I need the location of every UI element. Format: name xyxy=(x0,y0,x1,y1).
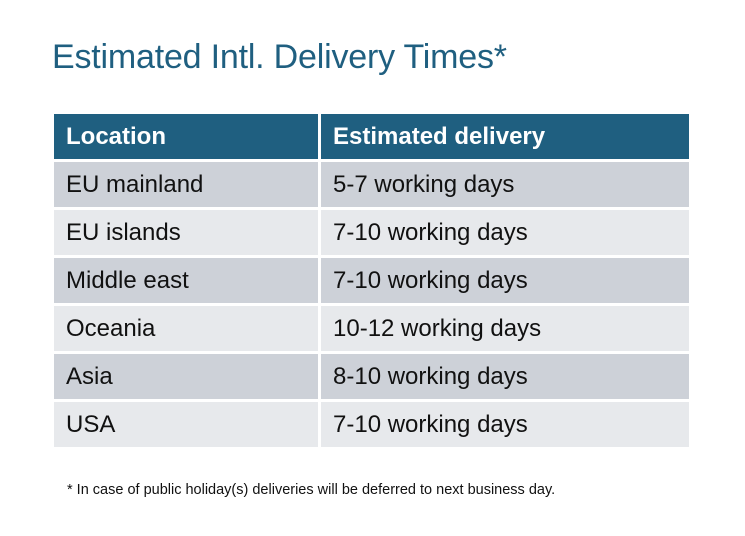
table-header-row: Location Estimated delivery xyxy=(54,114,689,159)
delivery-cell: 7-10 working days xyxy=(321,402,689,447)
table-row: EU islands 7-10 working days xyxy=(54,210,689,255)
delivery-cell: 5-7 working days xyxy=(321,162,689,207)
location-cell: Middle east xyxy=(54,258,318,303)
header-estimated-delivery: Estimated delivery xyxy=(321,114,689,159)
location-cell: USA xyxy=(54,402,318,447)
location-cell: EU islands xyxy=(54,210,318,255)
location-cell: Asia xyxy=(54,354,318,399)
table-row: Middle east 7-10 working days xyxy=(54,258,689,303)
page-title: Estimated Intl. Delivery Times* xyxy=(52,38,507,76)
table-row: EU mainland 5-7 working days xyxy=(54,162,689,207)
delivery-cell: 10-12 working days xyxy=(321,306,689,351)
delivery-cell: 8-10 working days xyxy=(321,354,689,399)
header-location: Location xyxy=(54,114,318,159)
footnote: * In case of public holiday(s) deliverie… xyxy=(67,482,556,498)
delivery-cell: 7-10 working days xyxy=(321,210,689,255)
table-row: Asia 8-10 working days xyxy=(54,354,689,399)
location-cell: EU mainland xyxy=(54,162,318,207)
table-row: USA 7-10 working days xyxy=(54,402,689,447)
location-cell: Oceania xyxy=(54,306,318,351)
table-row: Oceania 10-12 working days xyxy=(54,306,689,351)
delivery-times-table: Location Estimated delivery EU mainland … xyxy=(51,111,692,450)
delivery-cell: 7-10 working days xyxy=(321,258,689,303)
